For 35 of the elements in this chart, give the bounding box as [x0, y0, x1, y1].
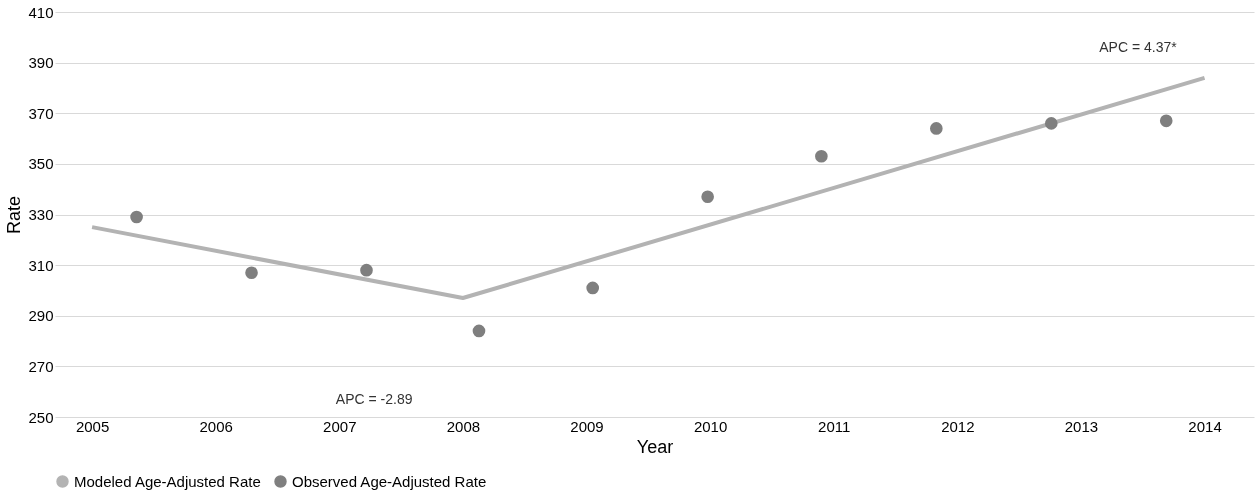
- x-tick-label: 2012: [941, 417, 975, 435]
- point: [472, 324, 486, 338]
- annotation: APC = 4.37*: [1099, 39, 1178, 55]
- x-tick-label: 2006: [199, 417, 233, 435]
- point: [701, 190, 714, 204]
- point: [130, 210, 143, 224]
- y-tick-label: 270: [28, 357, 54, 375]
- legend-label: Modeled Age-Adjusted Rate: [74, 472, 261, 490]
- x-axis-title: Year: [636, 436, 674, 457]
- y-tick-label: 350: [28, 155, 54, 173]
- x-tick-label: 2009: [570, 417, 604, 435]
- y-tick-label: 370: [28, 104, 54, 122]
- y-tick-label: 390: [28, 54, 54, 72]
- x-tick-label: 2008: [446, 417, 481, 435]
- point: [1044, 117, 1058, 130]
- x-tick-label: 2010: [693, 417, 728, 435]
- x-tick-label: 2007: [323, 417, 357, 435]
- y-tick-label: 310: [28, 256, 54, 274]
- point: [245, 266, 258, 280]
- y-tick-label: 250: [28, 408, 54, 426]
- annotation: APC = -2.89: [335, 391, 413, 407]
- point: [360, 263, 373, 277]
- legend-label: Observed Age-Adjusted Rate: [292, 472, 487, 490]
- x-tick-label: 2013: [1064, 417, 1099, 435]
- point: [586, 281, 600, 295]
- y-tick-label: 410: [28, 3, 54, 21]
- x-tick-label: 2005: [75, 417, 110, 435]
- x-tick-label: 2011: [818, 417, 851, 435]
- point: [1159, 114, 1173, 128]
- point: [930, 122, 943, 135]
- y-tick-label: 290: [28, 307, 54, 325]
- y-axis-title: Rate: [4, 195, 25, 235]
- y-tick-label: 330: [28, 206, 54, 223]
- x-tick-label: 2014: [1188, 417, 1222, 435]
- point: [815, 149, 828, 163]
